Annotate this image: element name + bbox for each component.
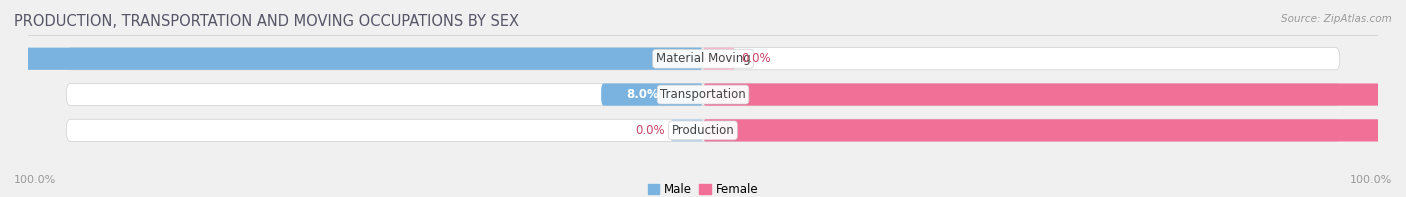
Legend: Male, Female: Male, Female — [643, 178, 763, 197]
FancyBboxPatch shape — [66, 119, 1340, 141]
FancyBboxPatch shape — [0, 48, 703, 70]
FancyBboxPatch shape — [602, 84, 703, 106]
Text: 8.0%: 8.0% — [627, 88, 659, 101]
Text: 0.0%: 0.0% — [741, 52, 770, 65]
Text: Production: Production — [672, 124, 734, 137]
FancyBboxPatch shape — [703, 119, 1406, 141]
Text: 100.0%: 100.0% — [1350, 175, 1392, 185]
FancyBboxPatch shape — [703, 84, 1406, 106]
FancyBboxPatch shape — [66, 48, 1340, 70]
FancyBboxPatch shape — [703, 48, 735, 70]
FancyBboxPatch shape — [66, 84, 1340, 106]
Text: Transportation: Transportation — [661, 88, 745, 101]
Text: 0.0%: 0.0% — [636, 124, 665, 137]
Text: Source: ZipAtlas.com: Source: ZipAtlas.com — [1281, 14, 1392, 24]
Text: Material Moving: Material Moving — [655, 52, 751, 65]
Text: 100.0%: 100.0% — [14, 175, 56, 185]
Text: PRODUCTION, TRANSPORTATION AND MOVING OCCUPATIONS BY SEX: PRODUCTION, TRANSPORTATION AND MOVING OC… — [14, 14, 519, 29]
FancyBboxPatch shape — [671, 119, 703, 141]
